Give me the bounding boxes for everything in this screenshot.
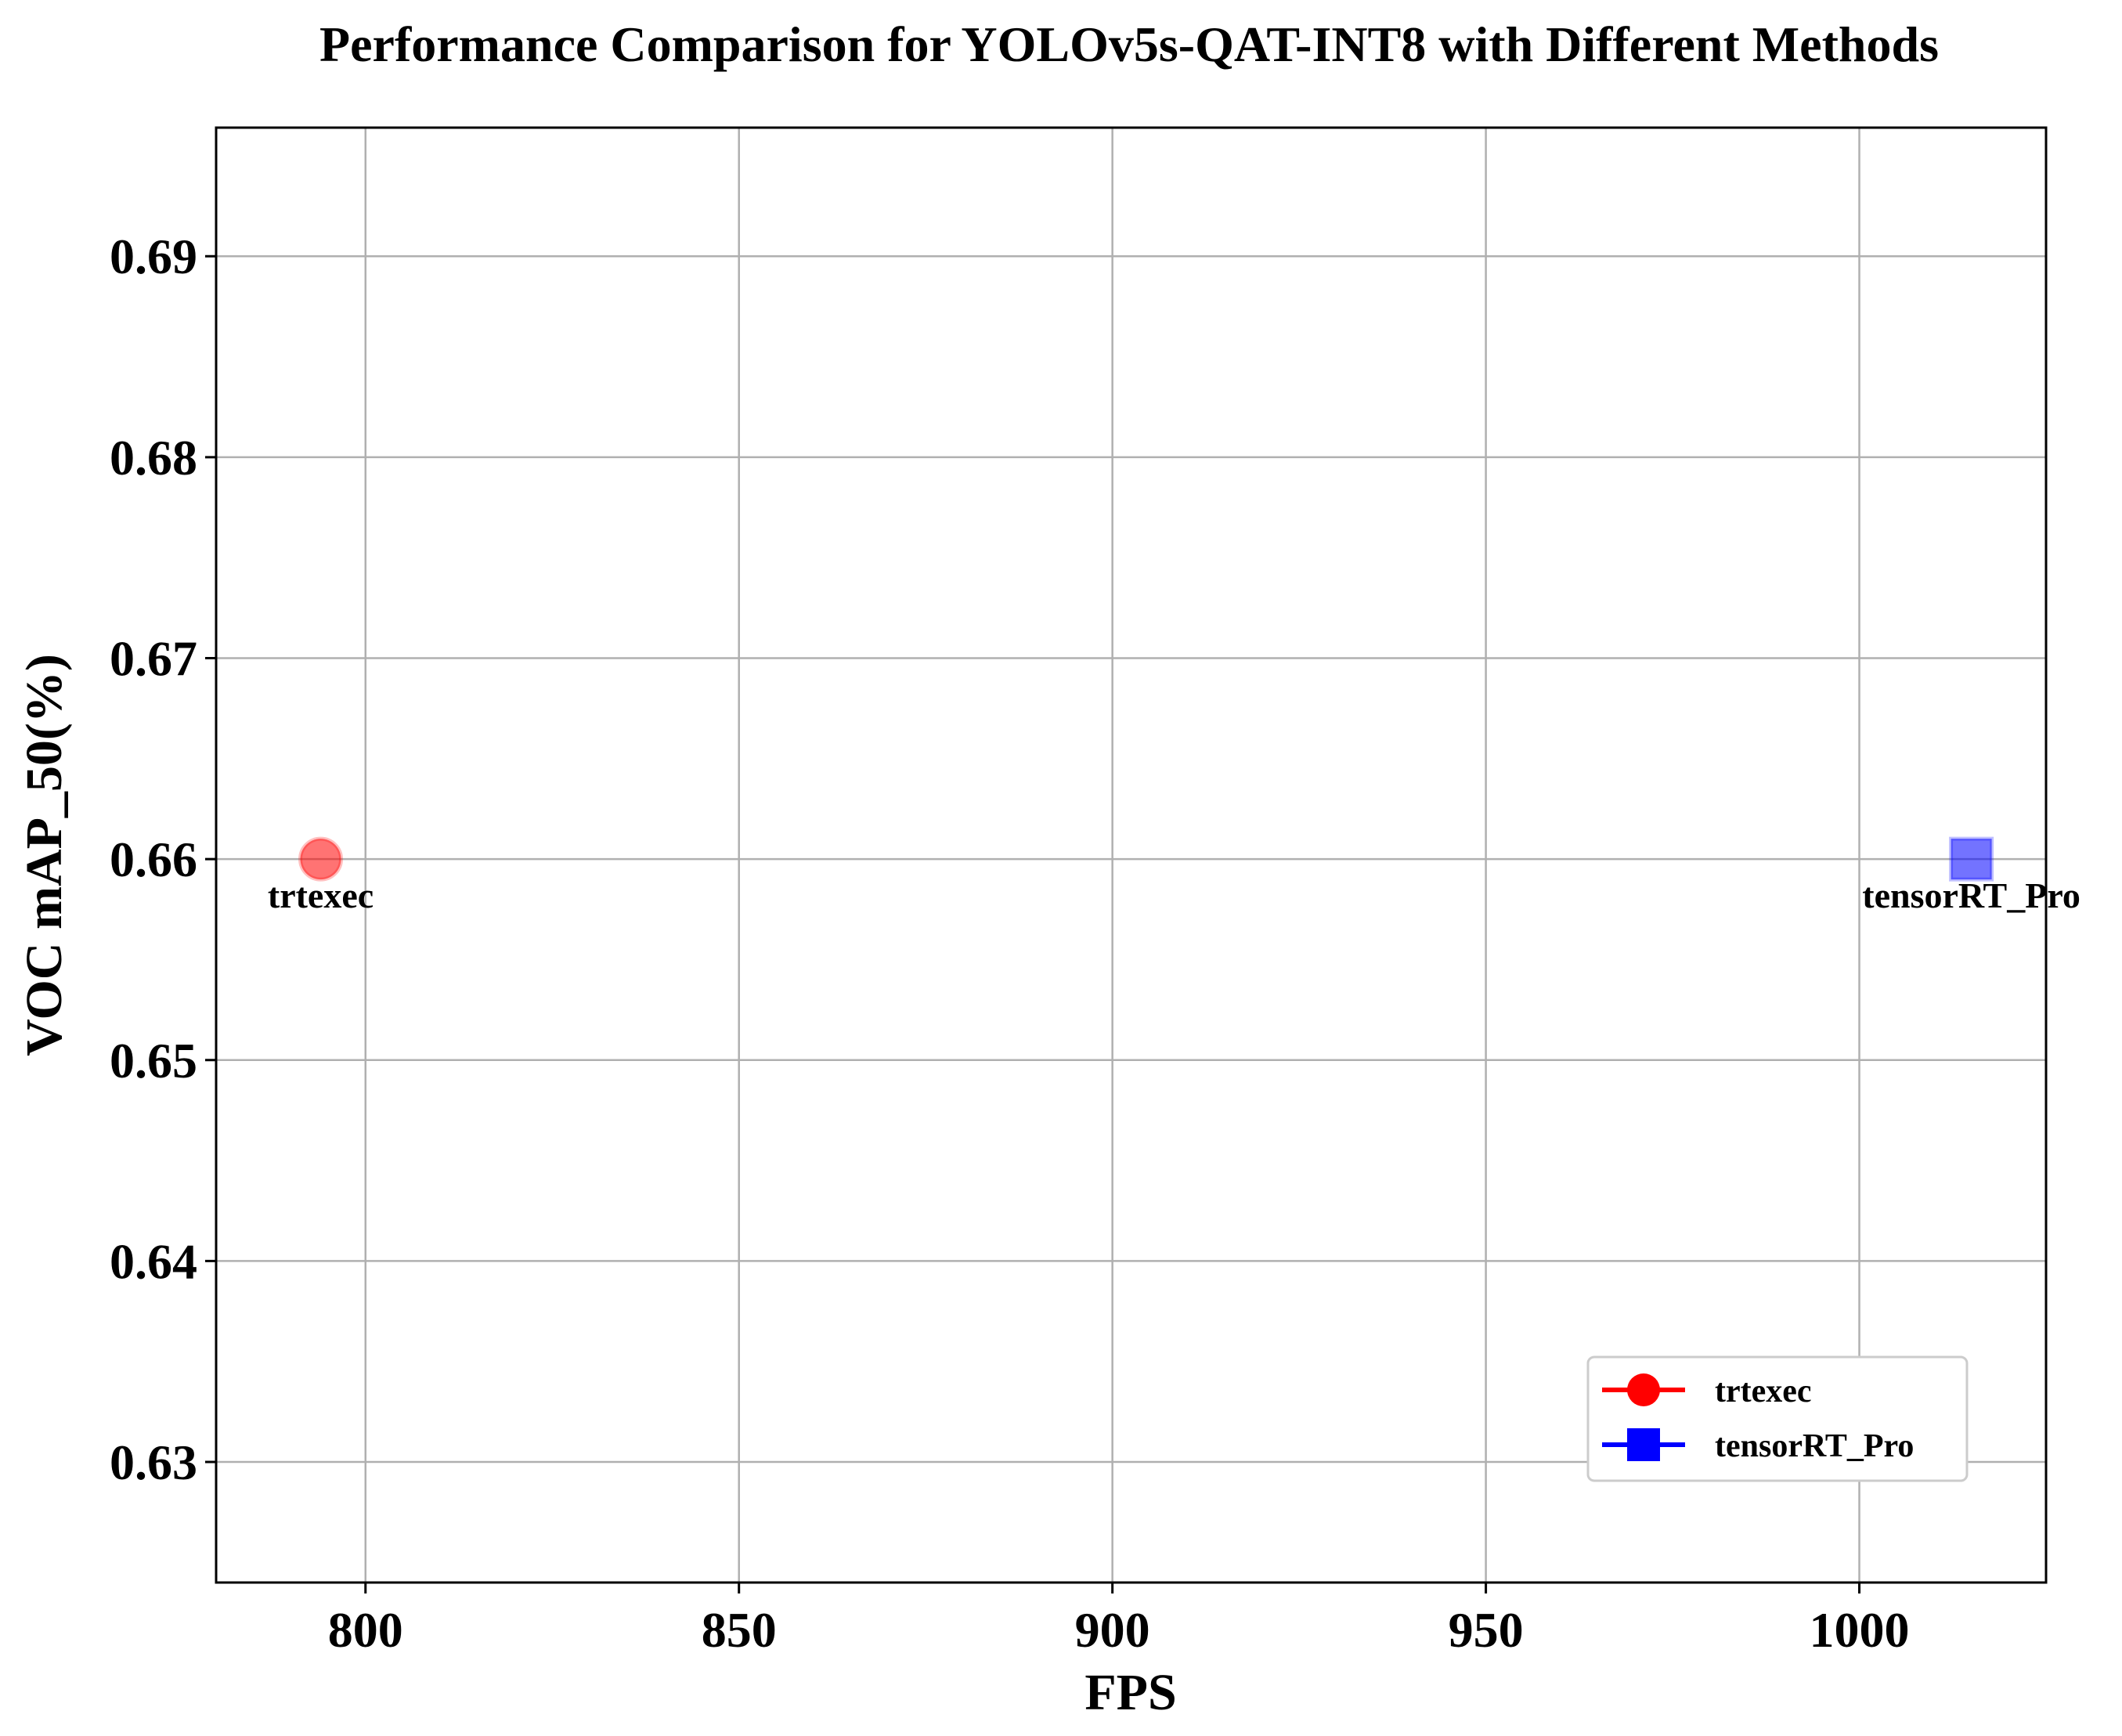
y-tick-label: 0.67 bbox=[110, 631, 197, 687]
axis-ticks: 800 850 900 950 1000 0.63 0.64 0.65 0.66 0.67 0.68… bbox=[110, 229, 1910, 1658]
x-tick-label: 800 bbox=[328, 1602, 403, 1658]
y-tick-label: 0.65 bbox=[110, 1033, 197, 1088]
data-point-tensorRT_Pro bbox=[1949, 836, 1994, 882]
grid bbox=[216, 128, 2046, 1583]
data-points: trtexec tensorRT_Pro bbox=[268, 836, 2080, 915]
legend-marker-trtexec bbox=[1627, 1373, 1660, 1406]
y-tick-label: 0.66 bbox=[110, 832, 197, 887]
legend: trtexec tensorRT_Pro bbox=[1586, 1355, 1969, 1482]
legend-marker-tensorRT_Pro bbox=[1627, 1428, 1660, 1461]
x-tick-label: 850 bbox=[702, 1602, 777, 1658]
plot-frame bbox=[215, 126, 2048, 1584]
x-tick-label: 950 bbox=[1449, 1602, 1524, 1658]
y-tick-label: 0.64 bbox=[110, 1233, 197, 1289]
y-tick-label: 0.68 bbox=[110, 430, 197, 485]
legend-label-tensorRT_Pro: tensorRT_Pro bbox=[1715, 1428, 1914, 1464]
y-tick-label: 0.69 bbox=[110, 229, 197, 284]
legend-label-trtexec: trtexec bbox=[1715, 1373, 1812, 1409]
chart-title: Performance Comparison for YOLOv5s-QAT-I… bbox=[319, 16, 1939, 72]
data-label-tensorRT_Pro: tensorRT_Pro bbox=[1862, 875, 2080, 915]
x-tick-label: 1000 bbox=[1810, 1602, 1910, 1658]
data-label-trtexec: trtexec bbox=[268, 875, 374, 915]
x-axis-label: FPS bbox=[1084, 1664, 1176, 1721]
x-tick-label: 900 bbox=[1075, 1602, 1150, 1658]
data-point-trtexec bbox=[298, 836, 344, 882]
y-tick-label: 0.63 bbox=[110, 1435, 197, 1490]
y-axis-label: VOC mAP_50(%) bbox=[16, 654, 73, 1056]
